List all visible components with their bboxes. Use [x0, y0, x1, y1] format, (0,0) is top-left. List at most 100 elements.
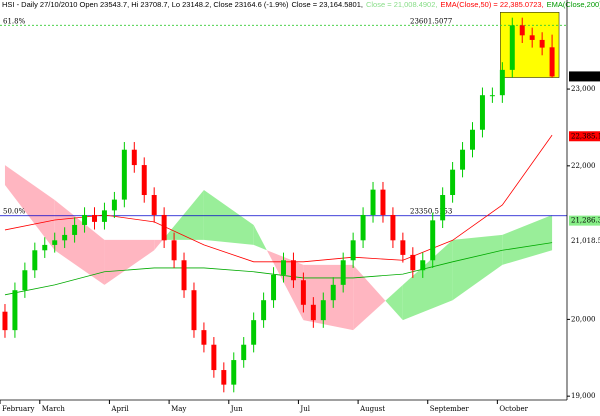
last-value-box	[569, 215, 600, 226]
fib-price: 23350.5153	[410, 208, 452, 216]
candle-body	[380, 189, 386, 215]
y-tick-label: 23,000	[571, 85, 596, 93]
candle-body	[529, 35, 535, 40]
last-value-label: 21,286.3	[571, 217, 600, 225]
cloud	[353, 264, 386, 331]
indicator-line	[4, 242, 553, 296]
candle-body	[2, 311, 8, 331]
candle-body	[549, 47, 555, 77]
cloud	[203, 190, 254, 245]
candle-body	[52, 240, 58, 245]
cloud	[162, 190, 204, 240]
cloud	[502, 214, 553, 265]
candle-body	[251, 320, 257, 345]
header-part: EMA(Close,200) = 21,206.8027	[547, 0, 600, 9]
y-tick-label: 22,000	[571, 162, 596, 170]
last-value-label: 23,164.6	[571, 72, 600, 80]
candle-body	[161, 214, 167, 241]
candle-body	[151, 195, 157, 215]
fib-label: 61.8%	[3, 17, 26, 25]
last-value-box	[569, 236, 600, 247]
cloud	[154, 239, 163, 251]
candle-body	[92, 214, 97, 222]
header-part: Close = 23,164.5801,	[291, 0, 363, 9]
candle-body	[181, 260, 187, 291]
x-tick-label: September	[430, 405, 470, 413]
candle-body	[489, 95, 495, 97]
candle-body	[400, 240, 406, 255]
candle-body	[12, 290, 18, 331]
header-part: HSI - Daily 27/10/2010 Open 23543.7, Hi …	[2, 0, 289, 9]
last-value-box	[569, 131, 600, 142]
candle-body	[390, 214, 396, 241]
last-value-label: 21,018.5	[571, 237, 600, 245]
candle-body	[440, 195, 446, 221]
cloud	[104, 239, 155, 285]
x-tick-label: April	[110, 405, 129, 413]
candle-body	[261, 300, 267, 321]
candle-body	[82, 214, 88, 225]
candle-body	[470, 129, 475, 150]
header-part: EMA(Close,50) = 22,385.0723,	[440, 0, 543, 9]
candle-body	[241, 344, 247, 361]
x-tick-label: August	[359, 405, 385, 413]
cloud	[253, 224, 267, 251]
candle-body	[101, 210, 107, 222]
candle-body	[509, 25, 515, 70]
cloud	[402, 239, 453, 321]
y-tick-label: 19,000	[571, 392, 596, 400]
candle-body	[62, 234, 68, 241]
candle-body	[450, 169, 456, 196]
candle-body	[370, 189, 376, 215]
candle-body	[231, 360, 237, 385]
candle-body	[310, 304, 316, 321]
cloud	[54, 200, 105, 285]
candle-body	[430, 220, 436, 261]
candle-body	[171, 240, 177, 261]
candle-body	[271, 274, 277, 301]
chart-header: HSI - Daily 27/10/2010 Open 23543.7, Hi …	[2, 0, 600, 9]
candle-body	[519, 25, 525, 36]
candle-body	[42, 244, 48, 251]
candle-body	[201, 330, 207, 345]
candle-body	[141, 165, 147, 196]
candle-body	[479, 95, 485, 130]
candle-body	[320, 300, 326, 321]
candle-body	[32, 250, 38, 271]
cloud	[385, 284, 403, 321]
candle-body	[121, 149, 127, 200]
candle-body	[290, 260, 296, 281]
candle-body	[360, 214, 366, 241]
candle-body	[22, 270, 28, 291]
candle-body	[72, 224, 78, 235]
candle-body	[191, 290, 197, 331]
candle-body	[111, 199, 117, 211]
cloud	[4, 165, 55, 251]
fib-price: 23601.5077	[410, 17, 452, 25]
candle-body	[410, 254, 416, 271]
candle-body	[131, 149, 137, 166]
x-tick-label: March	[42, 405, 66, 413]
candle-body	[539, 39, 545, 48]
last-value-label: 22,385.1	[571, 132, 600, 140]
x-tick-label: May	[171, 405, 186, 413]
candle-body	[350, 240, 356, 261]
last-value-box	[569, 71, 600, 82]
candle-body	[420, 260, 426, 271]
candle-body	[300, 280, 306, 305]
header-part: Close = 21,008.4902,	[366, 0, 438, 9]
candle-body	[340, 260, 346, 285]
candle-body	[221, 370, 227, 385]
y-tick-label: 20,000	[571, 315, 596, 323]
fib-label: 50.0%	[3, 208, 26, 216]
candle-body	[330, 284, 336, 301]
candle-body	[211, 344, 217, 371]
x-tick-label: Jun	[230, 405, 243, 413]
x-tick-label: October	[499, 405, 528, 413]
x-tick-label: February	[2, 405, 34, 413]
candle-body	[499, 69, 505, 96]
candle-body	[460, 149, 466, 170]
candle-body	[281, 260, 286, 275]
x-tick-label: Jul	[299, 405, 310, 413]
